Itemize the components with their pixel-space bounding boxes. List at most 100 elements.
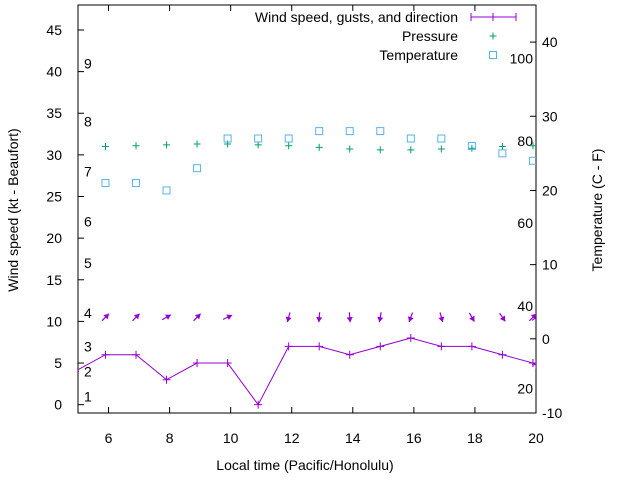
temperature-point bbox=[162, 186, 171, 195]
y-tick-label: 40 bbox=[46, 64, 62, 80]
pressure-point bbox=[407, 146, 415, 154]
temperature-point bbox=[132, 179, 141, 188]
wind-direction-arrowhead bbox=[469, 315, 475, 322]
temperature-point bbox=[376, 127, 385, 136]
temperature-point bbox=[223, 134, 232, 143]
legend-label: Pressure bbox=[402, 28, 458, 44]
pressure-point bbox=[376, 146, 384, 154]
y-tick-label: 35 bbox=[46, 105, 62, 121]
legend-swatch-marker bbox=[470, 13, 517, 21]
y2-tick-label: 40 bbox=[542, 34, 558, 50]
beaufort-label: 8 bbox=[84, 114, 92, 130]
temperature-point bbox=[254, 134, 263, 143]
wind-direction-arrowhead bbox=[226, 314, 233, 320]
plot-frame bbox=[77, 4, 537, 414]
wind-speed-point bbox=[376, 342, 385, 351]
beaufort-label: 9 bbox=[84, 55, 92, 71]
y-tick-label: 20 bbox=[46, 230, 62, 246]
pressure-point bbox=[285, 142, 293, 150]
x-axis-label: Local time (Pacific/Honolulu) bbox=[216, 457, 393, 473]
beaufort-label: 6 bbox=[84, 213, 92, 229]
y2-tick-label: 10 bbox=[542, 257, 558, 273]
x-tick-label: 8 bbox=[166, 430, 174, 446]
x-tick-label: 12 bbox=[284, 430, 300, 446]
fahrenheit-label: 20 bbox=[517, 381, 533, 397]
wind-direction-arrowhead bbox=[165, 314, 171, 320]
wind-speed-point bbox=[467, 342, 476, 351]
fahrenheit-label: 60 bbox=[517, 215, 533, 231]
temperature-point bbox=[437, 134, 446, 143]
y-axis-label: Wind speed (kt - Beaufort) bbox=[5, 128, 21, 291]
wind-speed-point bbox=[498, 350, 507, 359]
beaufort-label: 3 bbox=[84, 338, 92, 354]
y-tick-label: 25 bbox=[46, 189, 62, 205]
beaufort-label: 7 bbox=[84, 164, 92, 180]
wind-speed-point bbox=[193, 359, 202, 368]
wind-speed-point bbox=[254, 400, 263, 409]
temperature-point bbox=[284, 134, 293, 143]
pressure-point bbox=[132, 142, 140, 150]
y-tick-label: 0 bbox=[54, 397, 62, 413]
temperature-point bbox=[498, 149, 507, 158]
x-tick-label: 16 bbox=[406, 430, 422, 446]
x-tick-label: 6 bbox=[105, 430, 113, 446]
y2-tick-label: -10 bbox=[542, 405, 562, 421]
wind-speed-point bbox=[437, 342, 446, 351]
pressure-point bbox=[163, 141, 171, 149]
y-tick-label: 5 bbox=[54, 355, 62, 371]
temperature-point bbox=[193, 164, 202, 173]
wind-speed-point bbox=[162, 375, 171, 384]
pressure-point bbox=[193, 140, 201, 148]
wind-speed-point bbox=[406, 334, 415, 343]
legend-swatch-marker bbox=[489, 51, 497, 59]
y2-tick-label: 0 bbox=[542, 331, 550, 347]
wind-direction-arrowhead bbox=[133, 313, 140, 320]
axes-layer: 6 8 10 12 14 16 18 20051015202530354045-1001020… bbox=[46, 4, 562, 446]
x-tick-label: 20 bbox=[528, 430, 544, 446]
x-tick-label: 18 bbox=[467, 430, 483, 446]
x-tick-label: 10 bbox=[223, 430, 239, 446]
fahrenheit-label: 100 bbox=[510, 50, 534, 66]
wind-direction-arrowhead bbox=[194, 313, 201, 320]
temperature-point bbox=[315, 127, 324, 136]
wind-direction-arrowhead bbox=[103, 313, 110, 320]
plot-area bbox=[78, 127, 536, 409]
wind-direction-arrowhead bbox=[534, 314, 536, 318]
wind-speed-point bbox=[532, 360, 536, 369]
y2-tick-label: 30 bbox=[542, 108, 558, 124]
legend-label: Temperature bbox=[379, 47, 458, 63]
pressure-point bbox=[254, 141, 262, 149]
pressure-point bbox=[468, 144, 476, 152]
wind-direction-arrowhead bbox=[438, 316, 445, 323]
x-tick-label: 14 bbox=[345, 430, 361, 446]
pressure-point bbox=[346, 145, 354, 153]
wind-direction-arrowhead bbox=[316, 316, 323, 323]
beaufort-label: 1 bbox=[84, 388, 92, 404]
pressure-point bbox=[498, 143, 506, 151]
pressure-point bbox=[315, 143, 323, 151]
temperature-point bbox=[406, 134, 415, 143]
legend-label: Wind speed, gusts, and direction bbox=[255, 9, 458, 25]
wind-direction-arrowhead bbox=[407, 316, 414, 322]
wind-speed-point bbox=[132, 350, 141, 359]
wind-direction-arrowhead bbox=[377, 316, 384, 323]
wind-direction-arrowhead bbox=[346, 316, 353, 323]
pressure-point bbox=[101, 143, 109, 151]
y-tick-label: 15 bbox=[46, 272, 62, 288]
wind-speed-point bbox=[101, 350, 110, 359]
wind-speed-point bbox=[315, 342, 324, 351]
y2-axis-label: Temperature (C - F) bbox=[589, 149, 605, 272]
y-tick-label: 30 bbox=[46, 147, 62, 163]
legend-swatch-marker bbox=[489, 32, 497, 40]
temperature-point bbox=[528, 156, 536, 165]
pressure-point bbox=[529, 142, 536, 150]
wind-speed-line bbox=[78, 337, 536, 406]
temperature-point bbox=[101, 179, 110, 188]
y2-tick-label: 20 bbox=[542, 182, 558, 198]
legend: Wind speed, gusts, and direction Pressure… bbox=[255, 9, 517, 63]
plot-layer bbox=[78, 127, 536, 409]
wind-speed-point bbox=[345, 350, 354, 359]
beaufort-label: 4 bbox=[84, 305, 92, 321]
wind-direction-arrow bbox=[531, 316, 536, 321]
y-tick-label: 45 bbox=[46, 22, 62, 38]
